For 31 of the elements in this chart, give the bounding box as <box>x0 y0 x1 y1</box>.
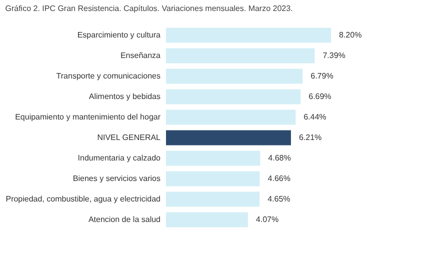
y-tick-label: Bienes y servicios varios <box>72 174 160 183</box>
bar <box>166 89 301 104</box>
data-label: 4.68% <box>268 153 291 162</box>
y-tick-label: Atencion de la salud <box>88 214 160 224</box>
bar <box>166 110 296 125</box>
bar <box>166 28 331 43</box>
y-tick-label: Equipamiento y mantenimiento del hogar <box>15 112 161 122</box>
y-tick-label: Transporte y comunicaciones <box>56 71 160 80</box>
bar <box>166 130 291 146</box>
data-label: 8.20% <box>339 30 362 40</box>
y-tick-label: NIVEL GENERAL <box>97 132 162 142</box>
bar <box>166 150 260 166</box>
bar <box>166 48 315 64</box>
data-label: 6.79% <box>310 71 334 80</box>
bar <box>166 212 248 228</box>
data-label: 4.65% <box>268 194 290 204</box>
data-label: 4.66% <box>268 174 290 183</box>
data-label: 6.21% <box>298 132 322 142</box>
y-tick-label: Alimentos y bebidas <box>88 92 160 101</box>
y-tick-label: Indumentaria y calzado <box>78 153 162 162</box>
y-tick-label: Propiedad, combustible, agua y electricidad <box>6 194 160 204</box>
chart-title: Gráfico 2. IPC Gran Resistencia. Capítulos. Variaciones mensuales. Marzo 2023. <box>5 4 293 13</box>
y-tick-label: Esparcimiento y cultura <box>77 30 162 40</box>
bar <box>166 171 260 186</box>
data-label: 4.07% <box>256 214 279 224</box>
bar <box>166 192 260 207</box>
data-label: 7.39% <box>322 50 346 60</box>
data-label: 6.69% <box>308 92 332 101</box>
bar <box>166 68 303 84</box>
data-label: 6.44% <box>304 112 326 122</box>
y-tick-label: Enseñanza <box>120 50 162 60</box>
